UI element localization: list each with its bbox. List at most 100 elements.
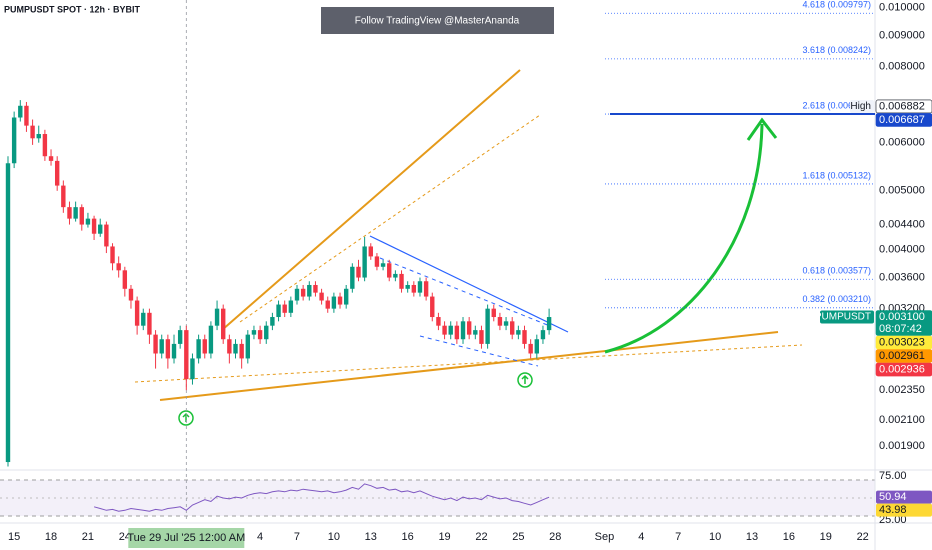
fib-label: 2.618 (0.006687) <box>802 100 871 110</box>
price-label-box <box>875 99 932 114</box>
projection-arrow <box>604 123 764 354</box>
price-label-box <box>875 310 932 336</box>
candle-body <box>473 330 478 335</box>
candle-body <box>251 330 257 335</box>
x-tick-label: 25 <box>512 531 524 543</box>
rsi-value-box <box>876 490 932 504</box>
candle-body <box>454 325 460 340</box>
x-tick-label: 21 <box>82 531 94 543</box>
candle-body <box>91 218 97 234</box>
candle-body <box>42 134 48 157</box>
candle-body <box>153 334 158 354</box>
channel-line <box>221 69 521 331</box>
x-tick-label: 19 <box>820 531 832 543</box>
candle-body <box>5 163 11 463</box>
candle-body <box>405 284 410 289</box>
chart-title: PUMPUSDT SPOT · 12h · BYBIT <box>4 4 141 14</box>
candle-body <box>184 330 189 380</box>
candle-body <box>141 312 146 326</box>
wedge-line-dashed <box>379 257 551 327</box>
candle-body <box>282 304 287 313</box>
candle-body <box>85 218 91 225</box>
y-tick-label: 0.004400 <box>879 218 925 230</box>
candle-body <box>48 156 54 161</box>
candle-body <box>350 266 355 289</box>
fib-label: 1.618 (0.005132) <box>802 170 871 180</box>
candle-body <box>540 330 546 340</box>
x-tick-label: 7 <box>675 531 681 543</box>
candle-body <box>522 330 527 344</box>
x-tick-label: 16 <box>402 531 414 543</box>
candle-body <box>417 281 423 293</box>
candle-body <box>313 284 318 293</box>
banner-text: Follow TradingView @MasterAnanda <box>355 16 520 27</box>
candle-body <box>485 308 490 344</box>
candle-body <box>30 125 35 139</box>
price-title-box <box>820 310 874 324</box>
candle-body <box>436 317 441 326</box>
candle-body <box>134 300 140 326</box>
rsi-value-label: 50.94 <box>879 491 907 503</box>
price-label-box <box>875 362 932 377</box>
x-tick-label: 22 <box>475 531 487 543</box>
candle-body <box>165 339 171 359</box>
candle-body <box>319 292 324 301</box>
x-tick-label: 19 <box>438 531 450 543</box>
crosshair-box <box>128 528 245 548</box>
x-tick-label: 13 <box>746 531 758 543</box>
candle-body <box>442 325 447 335</box>
candle-body <box>110 246 115 264</box>
x-tick-label: 28 <box>549 531 561 543</box>
candle-body <box>331 296 337 309</box>
candle-body <box>128 288 134 301</box>
candle-body <box>288 300 294 313</box>
candle-body <box>233 343 238 354</box>
x-tick-label: 22 <box>857 531 869 543</box>
candle-body <box>116 263 121 271</box>
candle-body <box>208 325 214 354</box>
channel-line-dashed <box>239 114 541 323</box>
banner-box <box>321 7 554 34</box>
x-tick-label: 24 <box>119 531 131 543</box>
candle-body <box>460 321 466 340</box>
x-tick-label: 4 <box>638 531 644 543</box>
candle-body <box>270 317 275 326</box>
candle-body <box>54 160 60 186</box>
y-tick-label: 0.009000 <box>879 30 925 42</box>
price-label: 0.006882 <box>879 100 925 112</box>
candle-body <box>24 105 29 126</box>
candle-body <box>423 281 429 297</box>
crosshair-label: Tue 29 Jul '25 12:00 AM <box>127 532 245 544</box>
x-tick-label: 15 <box>8 531 20 543</box>
signal-icon-arrow <box>521 374 529 384</box>
candle-body <box>264 325 269 340</box>
y-tick-label: 0.008000 <box>879 61 925 73</box>
y-tick-label: 0.003600 <box>879 271 925 283</box>
rsi-value-box <box>876 503 932 517</box>
candle-body <box>196 339 201 359</box>
candle-body <box>510 321 515 335</box>
x-tick-label: 4 <box>257 531 263 543</box>
candle-body <box>430 296 435 318</box>
price-label: 0.006687 <box>879 114 925 126</box>
candle-body <box>387 263 392 278</box>
price-label: 0.002936 <box>879 363 925 375</box>
candle-body <box>147 312 152 335</box>
candle-body <box>411 284 417 293</box>
candle-body <box>356 266 361 278</box>
x-tick-label: 7 <box>294 531 300 543</box>
candle-body <box>374 256 380 267</box>
trend-line <box>159 331 779 401</box>
y-tick-label: 0.001900 <box>879 440 925 452</box>
candle-body <box>343 288 349 305</box>
price-title: High <box>850 101 871 112</box>
candle-body <box>448 325 453 335</box>
fib-label: 0.382 (0.003210) <box>802 294 871 304</box>
candle-body <box>528 343 533 354</box>
candle-body <box>177 330 183 344</box>
y-tick-label: 0.002350 <box>879 384 925 396</box>
candle-body <box>479 330 484 344</box>
